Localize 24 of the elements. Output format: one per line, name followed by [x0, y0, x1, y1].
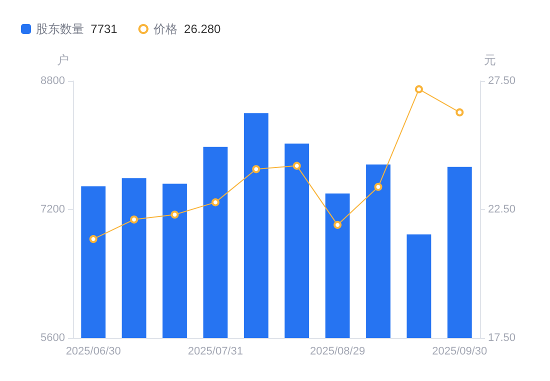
point: [414, 85, 423, 94]
point: [211, 198, 220, 206]
y2-tick-label: 27.50: [488, 75, 516, 87]
point: [252, 165, 260, 174]
point: [130, 216, 138, 224]
point: [374, 182, 382, 191]
legend-label: 价格 26.280: [152, 22, 222, 36]
x-tick-label: 2025/08/29: [310, 346, 366, 358]
point: [334, 220, 342, 229]
point: [170, 210, 179, 219]
point: [292, 162, 301, 170]
x-tick-label: 2025/07/31: [188, 346, 243, 358]
legend-label: 股东数量 7731: [36, 22, 118, 36]
y-axis-title: 户: [57, 53, 69, 67]
y2-tick-label: 22.50: [488, 204, 516, 216]
x-tick-label: 2025/06/30: [66, 346, 121, 358]
y2-tick-label: 17.50: [488, 332, 516, 344]
y-tick-label: 8800: [40, 75, 65, 87]
x-tick-label: 2025/09/30: [432, 346, 488, 358]
y2-axis-title: 元: [484, 53, 496, 67]
point: [89, 235, 98, 244]
y-tick-label: 7200: [40, 204, 65, 216]
point: [456, 108, 464, 116]
y-tick-label: 5600: [40, 332, 65, 344]
